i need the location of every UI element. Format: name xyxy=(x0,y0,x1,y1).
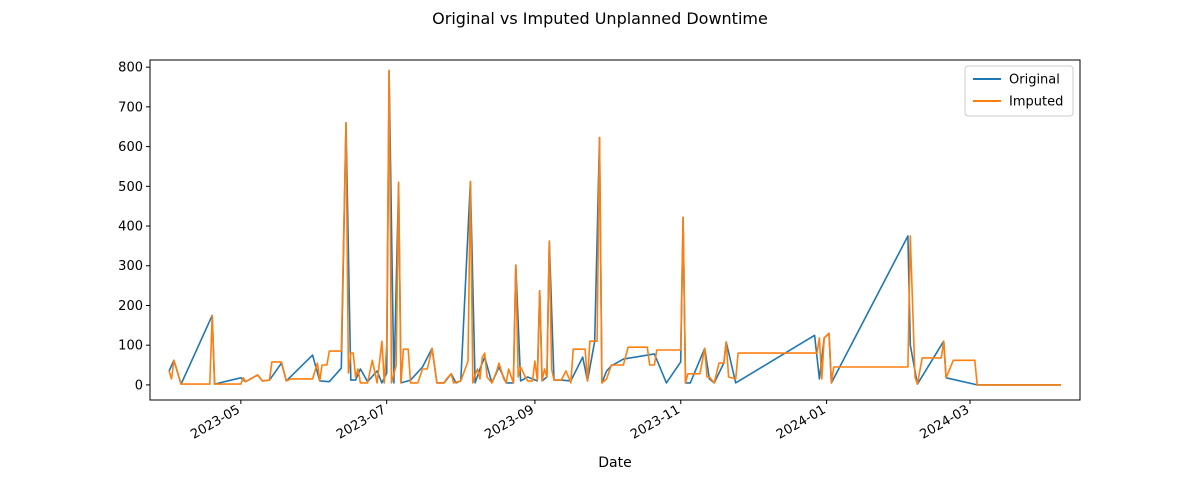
x-axis-label: Date xyxy=(598,455,631,471)
y-tick-label: 800 xyxy=(118,61,143,76)
x-tick-label: 2024-01 xyxy=(774,402,829,442)
y-tick-label: 600 xyxy=(118,140,143,155)
y-axis: 0 100 200 300 400 500 600 700 800 xyxy=(118,61,150,393)
y-tick-label: 400 xyxy=(118,220,143,235)
y-tick-label: 500 xyxy=(118,180,143,195)
y-tick-label: 200 xyxy=(118,299,143,314)
legend: Original Imputed xyxy=(964,65,1074,117)
series-layer xyxy=(168,69,1061,386)
legend-label-imputed: Imputed xyxy=(1009,95,1063,110)
legend-label-original: Original xyxy=(1009,73,1060,88)
series-line-original xyxy=(168,70,1061,386)
x-tick-label: 2023-09 xyxy=(482,402,537,442)
x-tick-label: 2023-05 xyxy=(188,402,243,442)
y-tick-label: 100 xyxy=(118,339,143,354)
x-axis: 2023-05 2023-07 2023-09 2023-11 2024-01 2024-… xyxy=(188,400,972,443)
x-tick-label: 2023-07 xyxy=(334,402,389,442)
y-tick-label: 700 xyxy=(118,100,143,115)
y-tick-label: 300 xyxy=(118,259,143,274)
x-tick-label: 2024-03 xyxy=(917,402,972,442)
chart-title: Original vs Imputed Unplanned Downtime xyxy=(432,9,768,28)
x-tick-label: 2023-11 xyxy=(628,402,683,442)
series-line-imputed xyxy=(168,69,1061,386)
plot-frame xyxy=(149,59,1081,401)
y-tick-label: 0 xyxy=(135,378,143,393)
